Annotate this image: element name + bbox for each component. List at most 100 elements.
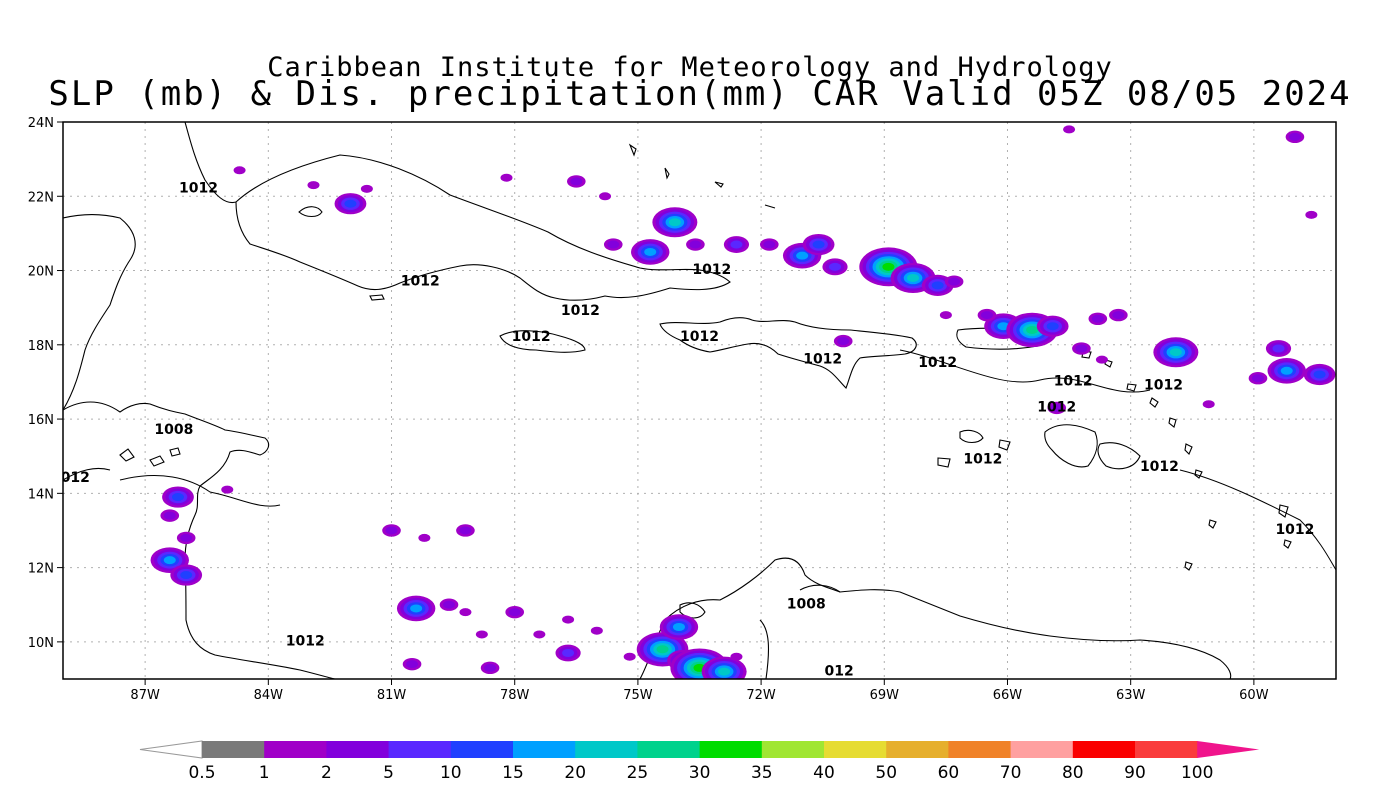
colorbar-segment (824, 741, 887, 758)
colorbar-label: 10 (440, 763, 462, 783)
colorbar-segment (1135, 741, 1198, 758)
precip-cell (1251, 374, 1264, 383)
isobar-label: 1012 (1054, 374, 1093, 390)
colorbar-segment (326, 741, 390, 758)
precip-cell (607, 240, 620, 249)
precip-cell (837, 337, 850, 346)
colorbar-segment (450, 741, 514, 758)
precip-cell (656, 645, 669, 654)
colorbar-segment (1072, 741, 1136, 758)
isobar-label: 1012 (561, 303, 600, 319)
precip-cell (1112, 311, 1125, 320)
precip-cell (459, 608, 472, 617)
colorbar-label: 15 (502, 763, 524, 783)
isobar-label: 1012 (1037, 400, 1076, 416)
colorbar-label: 5 (383, 763, 394, 783)
precip-cell (718, 667, 731, 676)
x-tick-label: 60W (1239, 688, 1269, 703)
colorbar: 0.5 1 2 5 10 15 20 25 30 35 40 50 60 70 80 90 100 (139, 740, 1260, 783)
colorbar-segment (761, 741, 825, 758)
precipitation-cells (150, 125, 1336, 679)
precip-cell (1095, 355, 1108, 364)
y-tick-label: 12N (28, 562, 54, 577)
isobar-labels: 1012 1012 1012 1012 1012 1012 1012 1012 1012 1012… (61, 181, 1314, 679)
isobar-label: 1012 (1144, 377, 1183, 393)
grid-lines (63, 121, 1336, 679)
precip-cell (599, 192, 612, 201)
colorbar-segment (948, 741, 1012, 758)
precip-cell (672, 623, 685, 632)
isobar-label: 1012 (803, 351, 842, 367)
precip-cell (907, 273, 920, 282)
x-tick-label: 66W (993, 688, 1023, 703)
x-tick-label: 63W (1116, 688, 1146, 703)
precipitation-map: 1012 1012 1012 1012 1012 1012 1012 1012 1012 1012… (28, 116, 1337, 703)
colorbar-segment (202, 741, 265, 758)
y-tick-label: 20N (28, 265, 54, 280)
precip-cell (1272, 344, 1285, 353)
precip-cell (763, 240, 776, 249)
precip-cell (500, 173, 513, 182)
colorbar-segment (575, 741, 638, 758)
precip-cell (570, 177, 583, 186)
y-axis-ticks: 24N 22N 20N 18N 16N 14N 12N 10N (28, 116, 63, 651)
precip-cell (508, 608, 521, 617)
precip-cell (221, 485, 234, 494)
isobar-label: 1012 (286, 634, 325, 650)
isobar-label: 1012 (918, 355, 957, 371)
precip-cell (562, 615, 575, 624)
colorbar-label: 60 (938, 763, 960, 783)
colorbar-label: 20 (564, 763, 586, 783)
precip-cell (882, 262, 895, 271)
colorbar-over-arrow (1197, 741, 1260, 758)
precip-cell (1050, 403, 1063, 412)
precip-cell (360, 184, 373, 193)
colorbar-segment (886, 741, 949, 758)
colorbar-segment (699, 741, 763, 758)
precip-cell (1288, 132, 1301, 141)
colorbar-label: 1 (259, 763, 270, 783)
isobar-label: 012 (61, 470, 90, 486)
colorbar-under-arrow (139, 740, 203, 759)
coastlines (63, 122, 1292, 679)
precip-cell (307, 181, 320, 190)
precip-cell (1063, 125, 1076, 134)
precip-cell (1313, 370, 1326, 379)
colorbar-label: 70 (1000, 763, 1022, 783)
x-tick-label: 84W (254, 688, 284, 703)
title-line-2: SLP (mb) & Dis. precipitation(mm) CAR Va… (48, 74, 1352, 114)
y-tick-label: 14N (28, 487, 54, 502)
colorbar-label: 0.5 (188, 763, 215, 783)
isobar-label: 1008 (154, 422, 193, 438)
x-axis-ticks: 87W 84W 81W 78W 75W 72W 69W 66W 63W 60W (130, 679, 1269, 703)
y-tick-label: 10N (28, 636, 54, 651)
isobar-label: 1012 (963, 452, 1002, 468)
precip-cell (410, 604, 423, 613)
x-tick-label: 75W (623, 688, 653, 703)
precip-cell (948, 277, 961, 286)
isobar-label: 1012 (1140, 459, 1179, 475)
isobar-label: 1012 (692, 262, 731, 278)
precip-cell (730, 652, 743, 661)
precip-cell (459, 526, 472, 535)
precip-cell (796, 251, 809, 260)
precip-cell (163, 511, 176, 520)
isobar-lines (119, 349, 1336, 571)
precip-cell (171, 493, 184, 502)
colorbar-label: 40 (813, 763, 835, 783)
colorbar-segment (264, 741, 327, 758)
precip-cell (812, 240, 825, 249)
x-tick-label: 78W (500, 688, 530, 703)
precip-cell (939, 311, 952, 320)
precip-cell (233, 166, 246, 175)
colorbar-label: 35 (751, 763, 773, 783)
precip-cell (533, 630, 546, 639)
colorbar-segment (637, 741, 701, 758)
colorbar-label: 100 (1181, 763, 1213, 783)
colorbar-label: 30 (689, 763, 711, 783)
isobar-label: 1008 (787, 596, 826, 612)
precip-cell (980, 311, 993, 320)
isobar-label: 1012 (1275, 522, 1314, 538)
isobar-label: 1012 (512, 329, 551, 345)
precip-cell (1280, 366, 1293, 375)
